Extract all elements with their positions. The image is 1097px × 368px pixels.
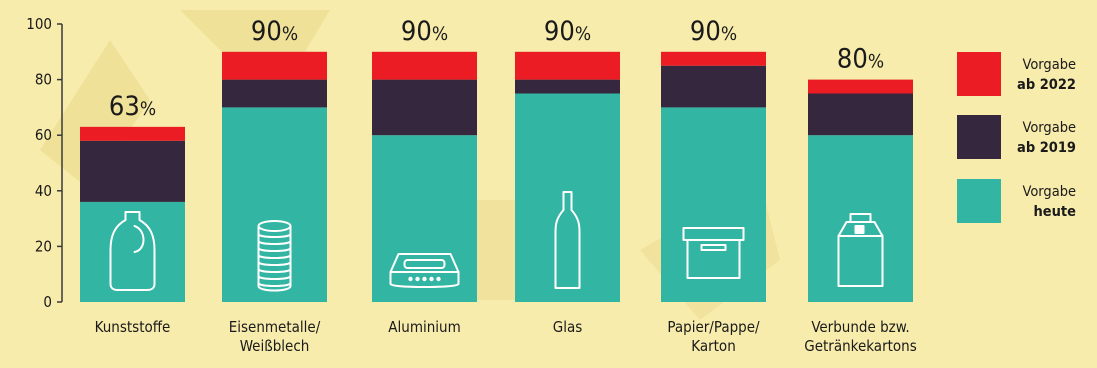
legend-label-line2: ab 2019: [1017, 140, 1076, 156]
bar-segment-ab-2019: [661, 65, 766, 108]
legend-label-line1: Vorgabe: [1023, 184, 1076, 200]
total-percent-label: 90%: [401, 16, 448, 47]
y-tick-label: 40: [35, 182, 52, 200]
legend-swatch-ab-2019: [957, 115, 1001, 159]
category-label: Getränkekartons: [804, 337, 917, 355]
legend-swatch-heute: [957, 179, 1001, 223]
category-label: Aluminium: [388, 318, 460, 336]
icon-stroke: [257, 254, 292, 259]
legend-label-line1: Vorgabe: [1023, 120, 1076, 136]
icon-stroke: [257, 240, 292, 245]
bar-segment-heute: [808, 135, 913, 302]
glass-bottle-icon: [554, 191, 581, 289]
total-percent-sign: %: [282, 23, 298, 45]
total-percent-label: 90%: [544, 16, 591, 47]
category-label: Glas: [553, 318, 583, 336]
bar-segment-ab-2022: [661, 51, 766, 66]
icon-stroke: [257, 233, 292, 238]
cardboard-box-icon: [682, 227, 745, 279]
total-number: 90: [251, 16, 282, 47]
bar-segment-ab-2022: [515, 51, 620, 80]
icon-stroke: [408, 276, 413, 282]
y-tick-label: 0: [43, 293, 52, 311]
bar-segment-heute: [661, 107, 766, 303]
y-tick-label: 60: [35, 126, 52, 144]
total-percent-sign: %: [140, 98, 156, 120]
legend-label-line2: heute: [1033, 204, 1076, 220]
legend-swatch-ab-2022: [957, 52, 1001, 96]
legend-label-line2: ab 2022: [1017, 77, 1076, 93]
total-percent-label: 90%: [690, 16, 737, 47]
bar-segment-ab-2019: [372, 79, 477, 136]
legend: Vorgabe ab 2022 Vorgabe ab 2019 Vorgabe heute: [957, 52, 1076, 223]
bar-segment-ab-2019: [808, 93, 913, 136]
bar-segment-ab-2022: [222, 51, 327, 80]
icon-stroke: [389, 271, 460, 288]
total-percent-sign: %: [868, 51, 884, 73]
y-tick-label: 20: [35, 237, 52, 255]
icon-stroke: [133, 225, 145, 253]
bar-segment-ab-2022: [372, 51, 477, 80]
category-label: Weißblech: [240, 337, 310, 355]
icon-stroke: [257, 268, 292, 273]
beverage-carton-icon: [837, 213, 884, 287]
icon-stroke: [109, 211, 156, 291]
total-number: 80: [837, 44, 868, 75]
icon-stroke: [422, 276, 427, 282]
icon-stroke: [700, 244, 727, 251]
category-label: Verbunde bzw.: [811, 318, 909, 336]
bar-segment-heute: [80, 201, 185, 302]
bar-icons: [109, 191, 884, 292]
bar-segment-ab-2019: [515, 79, 620, 94]
category-label: Kunststoffe: [95, 318, 171, 336]
y-tick-label: 100: [26, 15, 52, 33]
watermark-shape: [40, 40, 150, 190]
total-number: 63: [109, 91, 140, 122]
bar-segment-ab-2022: [808, 79, 913, 94]
category-label: Eisenmetalle/: [229, 318, 321, 336]
icon-stroke: [257, 225, 292, 292]
icon-stroke: [436, 276, 441, 282]
labels: 63% Kunststoffe 90% Eisenmetalle/Weißblech 9…: [95, 16, 917, 355]
tin-can-icon: [257, 220, 292, 292]
total-percent-label: 80%: [837, 44, 884, 75]
total-number: 90: [544, 16, 575, 47]
total-percent-label: 90%: [251, 16, 298, 47]
icon-stroke: [429, 276, 434, 282]
bar-segment-ab-2019: [222, 79, 327, 108]
bar-segment-heute: [222, 107, 327, 303]
icon-stroke: [257, 247, 292, 252]
bar-segment-heute: [515, 93, 620, 302]
legend-label-line1: Vorgabe: [1023, 57, 1076, 73]
icon-stroke: [257, 282, 292, 287]
watermark-shape: [180, 10, 330, 60]
icon-stroke: [257, 261, 292, 266]
bar-segment-ab-2022: [80, 126, 185, 141]
y-tick-label: 80: [35, 71, 52, 89]
icon-stroke: [554, 191, 581, 289]
category-label: Karton: [691, 337, 736, 355]
bars: [80, 51, 913, 303]
icon-stroke: [686, 239, 741, 279]
category-label: Papier/Pappe/: [667, 318, 760, 336]
total-number: 90: [690, 16, 721, 47]
total-number: 90: [401, 16, 432, 47]
total-percent-sign: %: [721, 23, 737, 45]
aluminium-tray-icon: [389, 253, 460, 288]
total-percent-sign: %: [432, 23, 448, 45]
bar-segment-ab-2019: [80, 140, 185, 202]
total-percent-label: 63%: [109, 91, 156, 122]
icon-stroke: [415, 276, 420, 282]
icon-stroke: [403, 259, 446, 269]
total-percent-sign: %: [575, 23, 591, 45]
icon-stroke: [854, 225, 865, 234]
bottle-icon: [109, 211, 156, 291]
icon-stroke: [389, 253, 460, 273]
icon-stroke: [257, 275, 292, 280]
y-axis: 0 20 40 60 80 100: [26, 15, 63, 311]
